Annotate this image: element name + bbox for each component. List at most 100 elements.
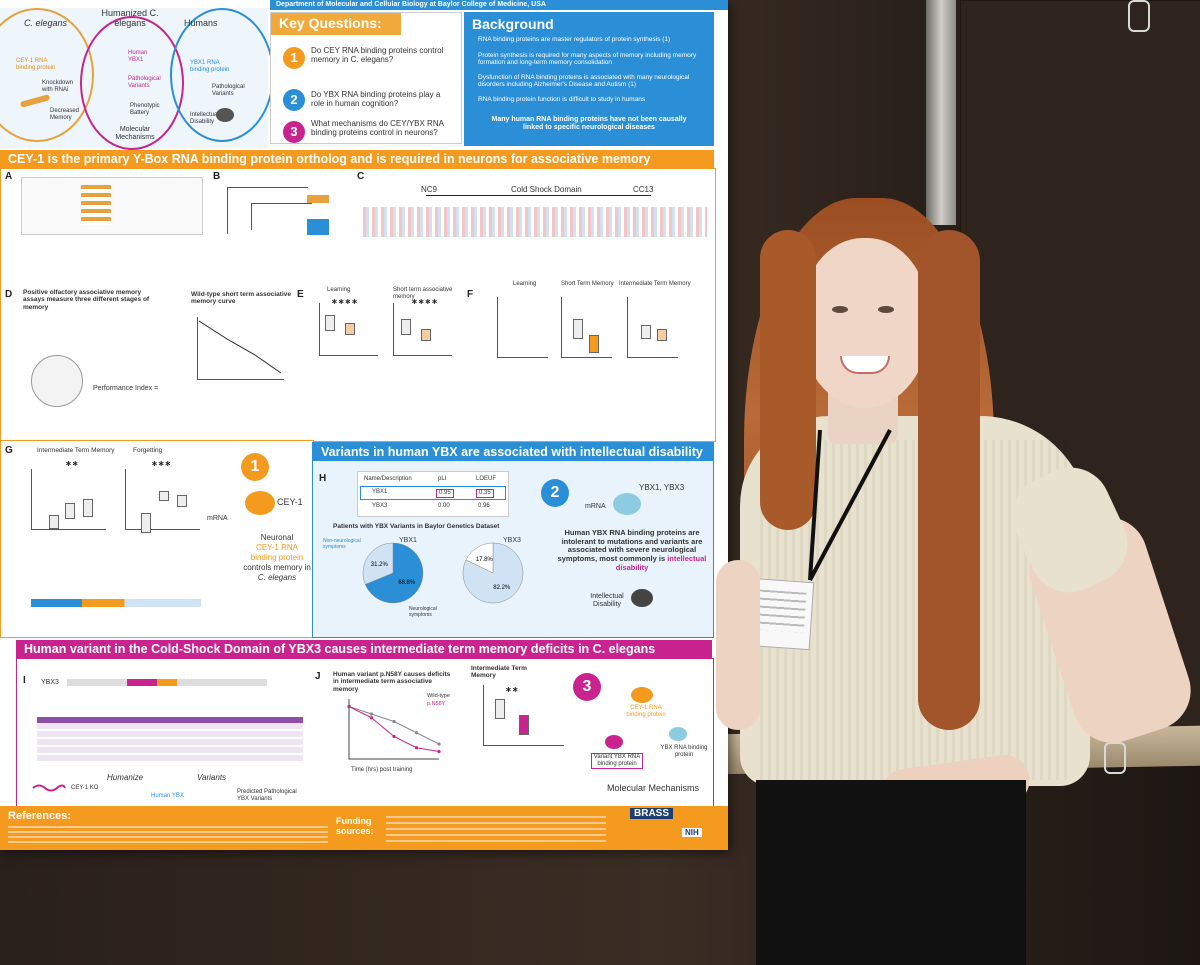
panel-g-construct (31, 599, 201, 607)
section-1-banner: CEY-1 is the primary Y-Box RNA binding p… (0, 150, 714, 168)
panel-j-label: J (315, 671, 321, 682)
phenotypic-battery-label: Phenotypic Battery (130, 103, 160, 116)
panel-g-inter-title: Intermediate Term Memory (37, 447, 115, 454)
j2-box-wt (495, 699, 505, 719)
panel-f-plot-2 (561, 297, 612, 358)
line-series (348, 706, 440, 752)
lanyard (808, 429, 892, 581)
references-title: References: (8, 810, 71, 822)
hair-strand-right (918, 230, 980, 730)
line-point (392, 719, 396, 724)
nih-logo: NIH (682, 828, 702, 837)
line-chart (347, 699, 441, 760)
pie-slice-label: 82.2% (493, 585, 511, 591)
neuronal-line-5: C. elegans (257, 573, 297, 582)
background-bullet-3: Dysfunction of RNA binding proteins is a… (478, 74, 690, 89)
panel-c-domain-line (426, 195, 651, 196)
panel-g-label: G (5, 445, 13, 456)
panel-g-box (159, 491, 169, 501)
question-2-text: Do YBX RNA binding proteins play a role … (311, 90, 441, 109)
panel-b-highlight-2 (307, 219, 329, 235)
table-cell: 0.95 (436, 489, 454, 498)
line-chart-axes (348, 699, 439, 760)
panel-a-domain-bar (81, 185, 111, 225)
line-point (392, 734, 396, 739)
line-point (347, 704, 351, 709)
j2-plot (483, 685, 564, 746)
ybx-rna-icon (669, 727, 687, 741)
binder-clip (1104, 742, 1126, 774)
panel-e-label: E (297, 289, 304, 300)
ybx-rna-label: YBX RNA binding protein (660, 745, 708, 758)
panel-e-plot-1 (319, 303, 378, 356)
j-legend-variant: p.N58Y (427, 701, 446, 707)
ybx-mrna-label: mRNA (585, 503, 606, 510)
panel-e-box (421, 329, 431, 341)
molecular-mechanisms-label: Molecular Mechanisms (115, 126, 155, 142)
question-1-badge: 1 (283, 47, 305, 69)
table-cell: 0.00 (438, 503, 450, 509)
background-bullet-1: RNA binding proteins are master regulato… (478, 36, 671, 43)
panel-f-box (589, 335, 599, 353)
finding-3-badge: 3 (573, 673, 601, 701)
panel-b-tree-branch (251, 203, 312, 230)
variant-table (37, 717, 303, 763)
poster-stand-pole (926, 0, 956, 225)
j2-significance: ∗∗ (505, 685, 519, 694)
panel-c-cc13: CC13 (633, 185, 654, 194)
section-3-body: I J YBX3 CEY-1 KO Humanize Human YBX Var… (16, 658, 714, 808)
panel-g-significance-2: ∗∗∗ (151, 459, 172, 468)
question-3-text: What mechanisms do CEY/YBX RNA binding p… (311, 119, 444, 138)
research-poster: Department of Molecular and Cellular Bio… (0, 0, 728, 850)
pie-neuro-label: Neurological symptoms (409, 606, 437, 618)
panel-d-title: Positive olfactory associative memory as… (23, 289, 150, 311)
funding-title: Funding sources: (336, 816, 374, 836)
neuronal-line-2: CEY-1 RNA (256, 543, 298, 552)
panel-f-plot-1 (497, 297, 548, 358)
ybx1-rna-label: YBX1 RNA binding protein (190, 60, 230, 73)
panel-e-learning: Learning (327, 287, 351, 293)
panel-c-nc9: NC9 (421, 185, 438, 194)
pie-slice (465, 542, 494, 574)
pie-non-neuro-label: Non-neurological symptoms (323, 538, 361, 550)
section-1-body: A B C D E F NC9 Cold Shock Domain CC13 P… (0, 168, 716, 442)
j2-title: Intermediate Term Memory (471, 665, 527, 680)
cey1-ko-label: CEY-1 KO (71, 785, 99, 791)
panel-d-worm-dish (31, 355, 83, 407)
predicted-label: Predicted Pathological YBX Variants (237, 789, 297, 802)
cey1-protein-icon (245, 491, 275, 515)
pie-charts: 68.8% 31.2% 82.2% 17.8% (362, 542, 524, 604)
panel-e-box (401, 319, 411, 335)
panel-g-box (141, 513, 151, 533)
panel-e-box (325, 315, 335, 331)
section-2-banner: Variants in human YBX are associated wit… (313, 443, 713, 461)
panel-a-caption (5, 241, 205, 247)
j-title: Human variant p.N58Y causes deficits in … (333, 671, 451, 693)
panel-e-significance-1: ∗∗∗∗ (331, 297, 358, 306)
panel-e-significance-2: ∗∗∗∗ (411, 297, 438, 306)
table-cell: YBX3 (372, 503, 388, 509)
intellectual-disability-label: Intellectual Disability (190, 112, 219, 125)
humanize-label: Humanize (107, 773, 144, 782)
humanized-label: Humanized C. elegans (101, 8, 159, 29)
panel-f-short: Short Term Memory (561, 281, 614, 287)
background-bullet-2: Protein synthesis is required for many a… (478, 52, 697, 67)
table-header-pli: pLI (438, 476, 447, 482)
panel-c-csd: Cold Shock Domain (511, 185, 582, 194)
panel-g-box (83, 499, 93, 517)
ybx-statement-emphasis: intellectual disability (615, 553, 707, 572)
line-point (437, 749, 441, 754)
neuronal-line-4: controls memory in (243, 563, 311, 572)
eye-right (878, 306, 894, 313)
table-header-name: Name/Description (364, 476, 412, 482)
pie-slice (364, 542, 424, 604)
ybx-statement-text: Human YBX RNA binding proteins are intol… (557, 528, 703, 563)
j-legend-wt: Wild-type (427, 693, 450, 699)
decreased-memory-label: Decreased Memory (50, 108, 80, 121)
panel-d-label: D (5, 289, 13, 300)
table-cell: YBX1 (372, 489, 388, 495)
panel-f-inter: Intermediate Term Memory (619, 281, 691, 287)
panel-d-curve-line (198, 320, 282, 374)
section-2-block: Variants in human YBX are associated wit… (312, 442, 714, 638)
panel-e-short: Short term associative memory (393, 287, 453, 300)
